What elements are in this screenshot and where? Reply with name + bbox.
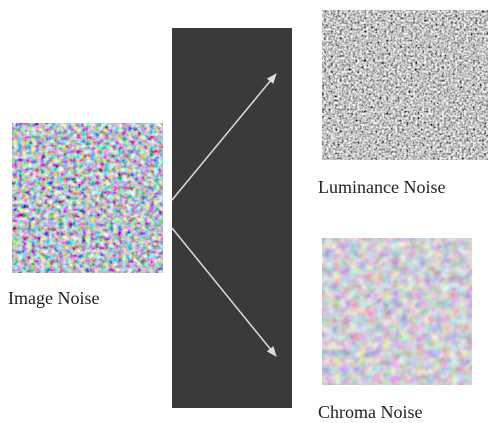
image-noise-swatch [12, 123, 163, 273]
dark-panel [172, 28, 292, 408]
image-noise-label: Image Noise [8, 288, 99, 308]
chroma-noise-swatch [322, 238, 472, 385]
chroma-noise-label: Chroma Noise [318, 402, 422, 422]
luminance-noise-swatch [322, 10, 488, 160]
luminance-noise-label: Luminance Noise [318, 177, 445, 197]
noise-diagram: Image Noise Luminance Noise Chroma Noise [0, 0, 491, 423]
